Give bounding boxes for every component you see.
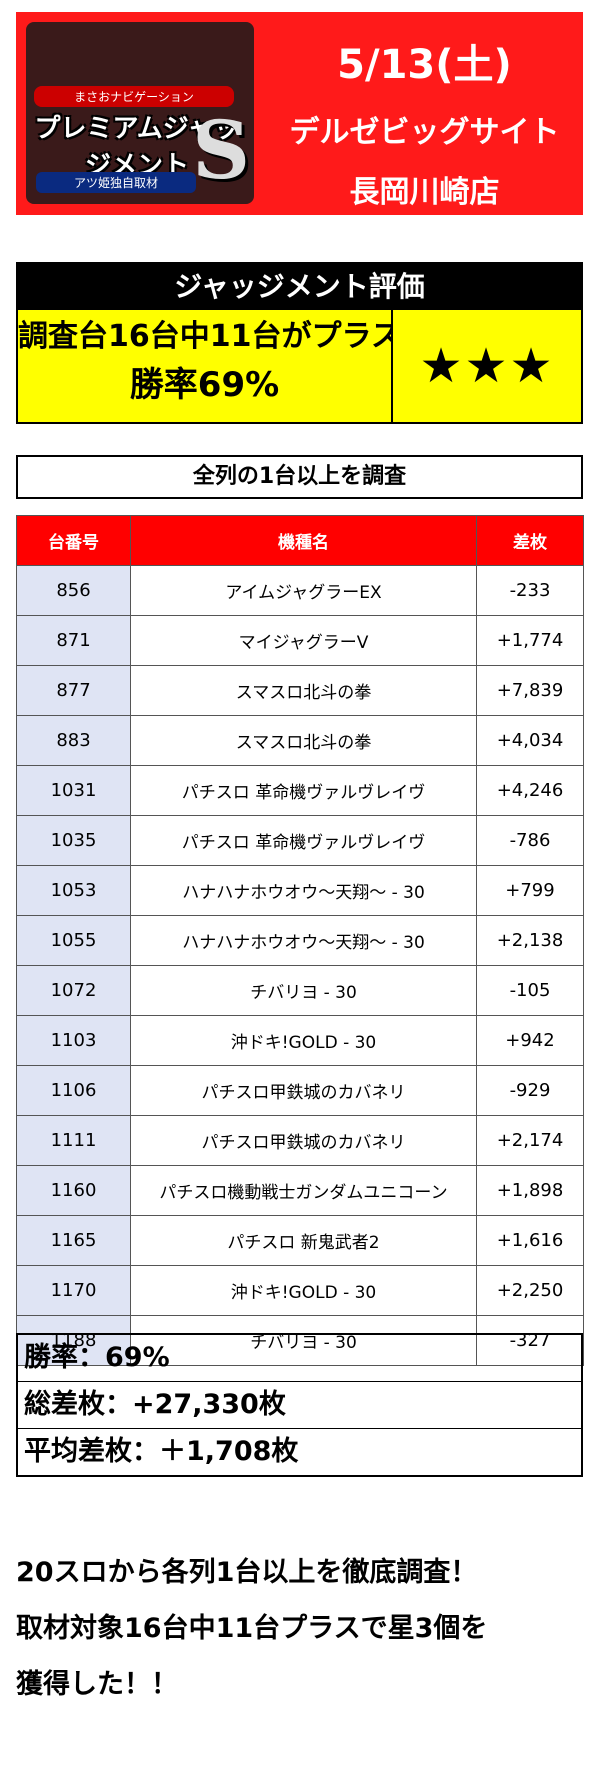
- table-row: 1072 チバリヨ - 30 -105: [16, 965, 584, 1016]
- diff-cell: -327: [476, 1315, 584, 1366]
- machine-number-cell: 1072: [16, 965, 131, 1016]
- table-row: 1035 パチスロ 革命機ヴァルヴレイヴ -786: [16, 815, 584, 866]
- judgment-result: 調査台16台中11台がプラス 勝率69%: [18, 310, 401, 422]
- machine-number-cell: 1165: [16, 1215, 131, 1266]
- machine-number-cell: 877: [16, 665, 131, 716]
- machine-number-cell: 1160: [16, 1165, 131, 1216]
- diff-cell: +7,839: [476, 665, 584, 716]
- machine-number-cell: 1053: [16, 865, 131, 916]
- logo-letter: S: [192, 103, 250, 197]
- summary-win-rate: 勝率：69%: [18, 1335, 581, 1382]
- table-row: 1106 パチスロ甲鉄城のカバネリ -929: [16, 1065, 584, 1116]
- judgment-title: ジャッジメント評価: [18, 264, 581, 310]
- model-name-cell: パチスロ 新鬼武者2: [130, 1215, 477, 1266]
- machine-number-cell: 1106: [16, 1065, 131, 1116]
- survey-title: 全列の1台以上を調査: [16, 455, 583, 499]
- model-name-cell: スマスロ北斗の拳: [130, 665, 477, 716]
- machine-number-cell: 1103: [16, 1015, 131, 1066]
- machine-number-cell: 1170: [16, 1265, 131, 1316]
- header-machine-number: 台番号: [16, 515, 131, 566]
- table-row: 877 スマスロ北斗の拳 +7,839: [16, 665, 584, 716]
- machine-number-cell: 871: [16, 615, 131, 666]
- footer-line: 獲得した！！: [16, 1669, 178, 1700]
- table-row: 1055 ハナハナホウオウ～天翔～ - 30 +2,138: [16, 915, 584, 966]
- diff-cell: -105: [476, 965, 584, 1016]
- diff-cell: +1,616: [476, 1215, 584, 1266]
- diff-cell: +1,774: [476, 615, 584, 666]
- diff-cell: +2,138: [476, 915, 584, 966]
- model-name-cell: パチスロ機動戦士ガンダムユニコーン: [130, 1165, 477, 1216]
- logo-tagline: アツ姫独自取材: [36, 172, 196, 193]
- store-name: 長岡川崎店: [349, 175, 500, 210]
- judgment-box: ジャッジメント評価 調査台16台中11台がプラス 勝率69% ★★★: [16, 262, 583, 424]
- model-name-cell: パチスロ 革命機ヴァルヴレイヴ: [130, 815, 477, 866]
- diff-cell: +2,174: [476, 1115, 584, 1166]
- logo-title: プレミアムジャッジメント: [34, 114, 240, 181]
- diff-cell: +799: [476, 865, 584, 916]
- diff-cell: +1,898: [476, 1165, 584, 1216]
- diff-cell: -929: [476, 1065, 584, 1116]
- star-rating: ★★★: [393, 310, 581, 422]
- model-name-cell: 沖ドキ!GOLD - 30: [130, 1265, 477, 1316]
- machine-number-cell: 883: [16, 715, 131, 766]
- judgment-plus-count: 調査台16台中11台がプラス: [18, 319, 401, 354]
- model-name-cell: ハナハナホウオウ～天翔～ - 30: [130, 915, 477, 966]
- diff-cell: -786: [476, 815, 584, 866]
- machine-number-cell: 1111: [16, 1115, 131, 1166]
- machine-number-cell: 1031: [16, 765, 131, 816]
- machine-number-cell: 1035: [16, 815, 131, 866]
- footer-line: 取材対象16台中11台プラスで星3個を: [16, 1613, 488, 1644]
- premium-judgment-logo: まさおナビゲーション プレミアムジャッジメント アツ姫独自取材 S: [26, 22, 254, 204]
- footer-line: 20スロから各列1台以上を徹底調査！: [16, 1557, 478, 1588]
- table-row: 1111 パチスロ甲鉄城のカバネリ +2,174: [16, 1115, 584, 1166]
- judgment-win-rate: 勝率69%: [129, 365, 280, 405]
- footer-text: 20スロから各列1台以上を徹底調査！ 取材対象16台中11台プラスで星3個を 獲…: [16, 1545, 586, 1713]
- table-row: 856 アイムジャグラーEX -233: [16, 565, 584, 616]
- site-name: デルゼビッグサイト: [289, 115, 560, 150]
- machine-number-cell: 1188: [16, 1315, 131, 1366]
- diff-cell: +4,034: [476, 715, 584, 766]
- summary-average-diff: 平均差枚：＋1,708枚: [24, 1436, 299, 1467]
- table-row: 1165 パチスロ 新鬼武者2 +1,616: [16, 1215, 584, 1266]
- summary-box: 勝率：69% 総差枚：+27,330枚 平均差枚：＋1,708枚: [16, 1333, 583, 1477]
- model-name-cell: スマスロ北斗の拳: [130, 715, 477, 766]
- model-name-cell: ハナハナホウオウ～天翔～ - 30: [130, 865, 477, 916]
- model-name-cell: チバリヨ - 30: [130, 965, 477, 1016]
- machine-number-cell: 1055: [16, 915, 131, 966]
- model-name-cell: パチスロ甲鉄城のカバネリ: [130, 1065, 477, 1116]
- table-row: 883 スマスロ北斗の拳 +4,034: [16, 715, 584, 766]
- machine-number-cell: 856: [16, 565, 131, 616]
- table-row: 1170 沖ドキ!GOLD - 30 +2,250: [16, 1265, 584, 1316]
- diff-cell: +942: [476, 1015, 584, 1066]
- table-row: 1160 パチスロ機動戦士ガンダムユニコーン +1,898: [16, 1165, 584, 1216]
- header-diff: 差枚: [476, 515, 584, 566]
- model-name-cell: チバリヨ - 30: [130, 1315, 477, 1366]
- table-header-row: 台番号 機種名 差枚: [16, 515, 584, 566]
- summary-total-diff: 総差枚：+27,330枚: [18, 1382, 581, 1429]
- model-name-cell: マイジャグラーV: [130, 615, 477, 666]
- diff-cell: +2,250: [476, 1265, 584, 1316]
- model-name-cell: 沖ドキ!GOLD - 30: [130, 1015, 477, 1066]
- table-row: 871 マイジャグラーV +1,774: [16, 615, 584, 666]
- table-row: 1053 ハナハナホウオウ～天翔～ - 30 +799: [16, 865, 584, 916]
- diff-cell: -233: [476, 565, 584, 616]
- table-row: 1031 パチスロ 革命機ヴァルヴレイヴ +4,246: [16, 765, 584, 816]
- diff-cell: +4,246: [476, 765, 584, 816]
- model-name-cell: アイムジャグラーEX: [130, 565, 477, 616]
- logo-subtitle: まさおナビゲーション: [34, 86, 234, 107]
- table-row: 1188 チバリヨ - 30 -327: [16, 1315, 584, 1366]
- results-table: 台番号 機種名 差枚 856 アイムジャグラーEX -233 871 マイジャグラーV +…: [16, 515, 584, 1366]
- model-name-cell: パチスロ甲鉄城のカバネリ: [130, 1115, 477, 1166]
- event-date: 5/13(土): [337, 42, 512, 88]
- model-name-cell: パチスロ 革命機ヴァルヴレイヴ: [130, 765, 477, 816]
- header-model-name: 機種名: [130, 515, 477, 566]
- table-row: 1103 沖ドキ!GOLD - 30 +942: [16, 1015, 584, 1066]
- header-banner: まさおナビゲーション プレミアムジャッジメント アツ姫独自取材 S 5/13(土…: [16, 12, 583, 215]
